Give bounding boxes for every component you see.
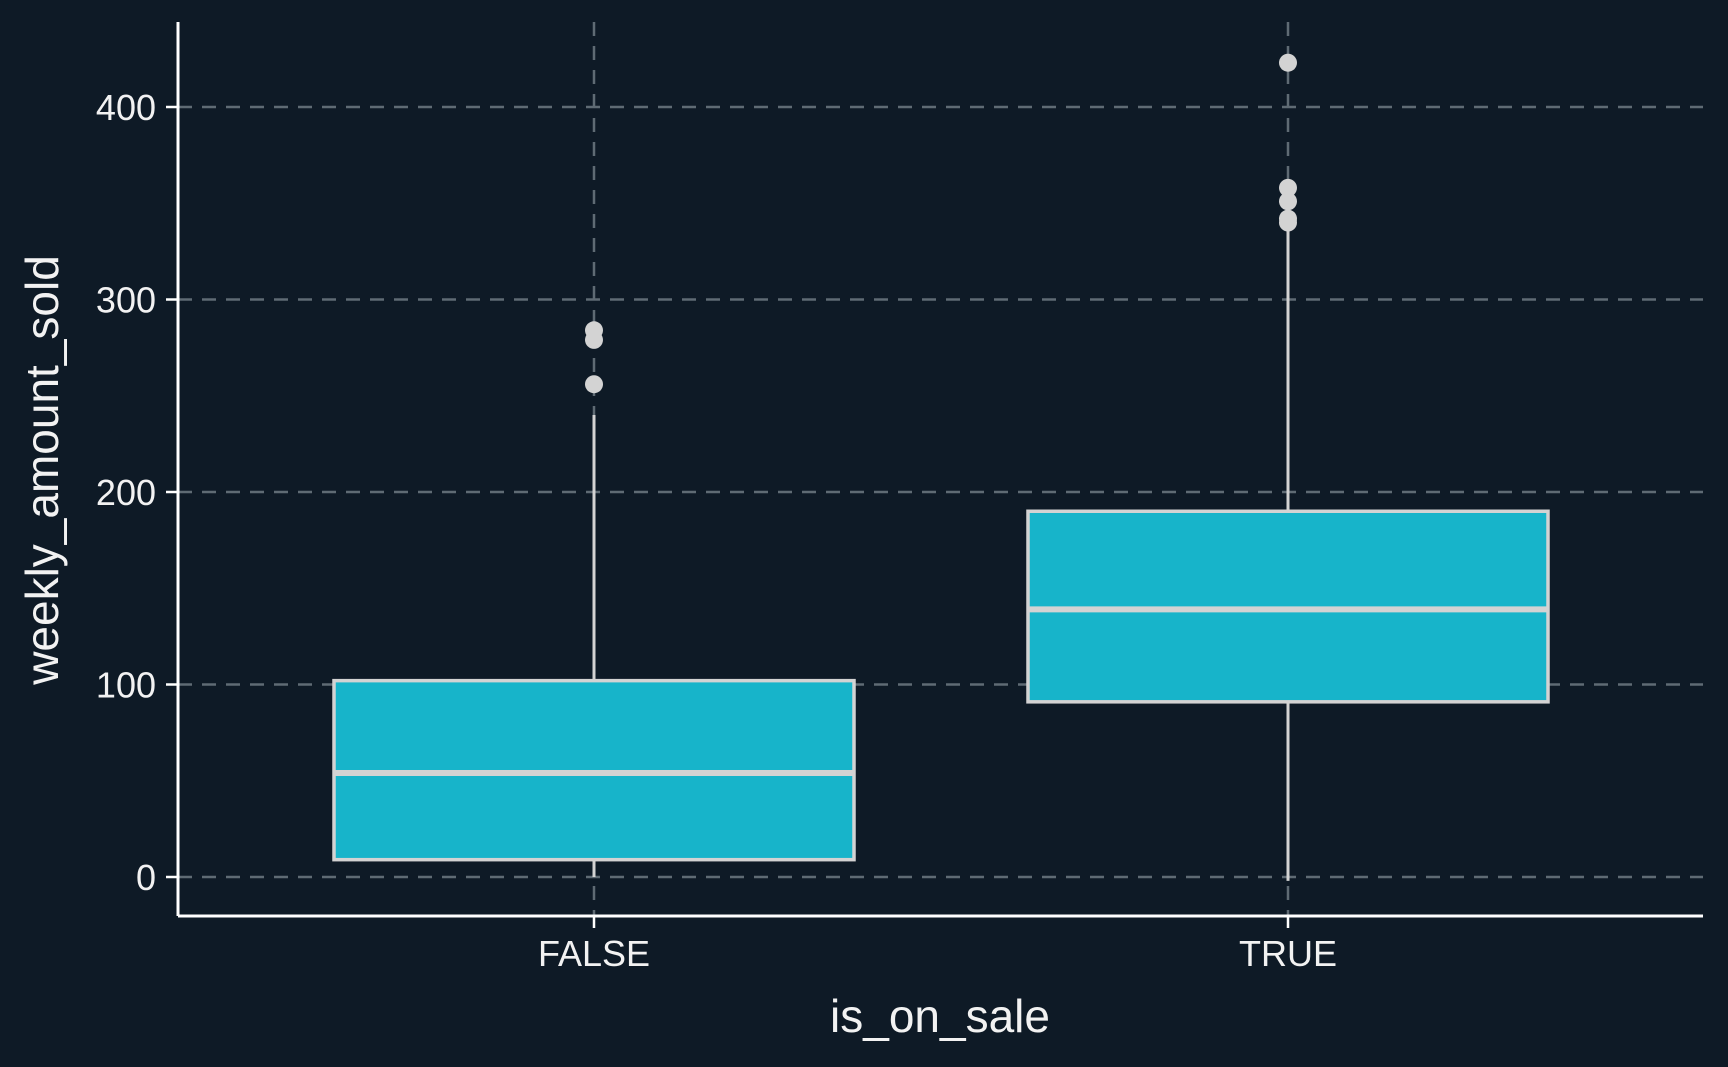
axes	[166, 22, 1703, 928]
boxes	[332, 53, 1550, 881]
outlier-point-true-4	[1279, 53, 1297, 72]
outlier-point-false-2	[585, 321, 603, 340]
y-tick-label-400: 400	[96, 87, 156, 128]
y-tick-label-300: 300	[96, 280, 156, 321]
outlier-point-true-3	[1279, 178, 1297, 197]
x-tick-label-false: FALSE	[538, 933, 650, 974]
y-tick-label-200: 200	[96, 472, 156, 513]
box-true	[1026, 53, 1550, 881]
tick-labels: 0 100 200 300 400 FALSE TRUE	[96, 87, 1337, 974]
box-false	[332, 321, 856, 877]
outlier-point-true-1	[1279, 209, 1297, 228]
y-axis-title: weekly_amount_sold	[16, 255, 68, 686]
y-tick-label-100: 100	[96, 665, 156, 706]
x-tick-label-true: TRUE	[1239, 933, 1337, 974]
x-axis-title: is_on_sale	[830, 990, 1050, 1042]
outlier-point-true-2	[1279, 192, 1297, 211]
y-tick-label-0: 0	[136, 857, 156, 898]
outlier-point-false-0	[585, 375, 603, 394]
